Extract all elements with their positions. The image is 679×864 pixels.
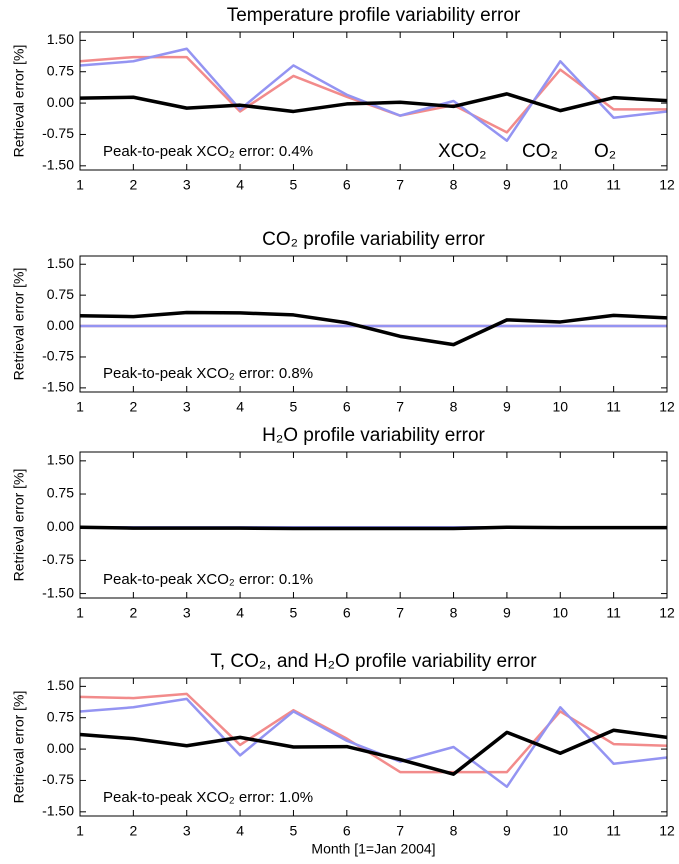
chart-title: T, CO₂, and H₂O profile variability erro… bbox=[210, 651, 537, 672]
y-tick-label: 1.50 bbox=[47, 255, 74, 271]
y-tick-label: 1.50 bbox=[47, 31, 74, 47]
y-tick-label: 0.00 bbox=[47, 740, 74, 756]
x-tick-label: 1 bbox=[76, 177, 84, 193]
y-tick-label: -0.75 bbox=[42, 771, 74, 787]
chart-title: Temperature profile variability error bbox=[227, 5, 521, 26]
x-tick-label: 12 bbox=[659, 177, 675, 193]
x-tick-label: 9 bbox=[503, 823, 511, 839]
y-axis-label: Retrieval error [%] bbox=[11, 469, 27, 582]
y-tick-label: -0.75 bbox=[42, 125, 74, 141]
x-tick-label: 2 bbox=[129, 177, 137, 193]
x-tick-label: 11 bbox=[606, 823, 621, 839]
series-line bbox=[79, 525, 667, 531]
y-axis-label: Retrieval error [%] bbox=[11, 691, 27, 804]
x-tick-label: 3 bbox=[183, 399, 191, 415]
x-tick-label: 1 bbox=[76, 605, 84, 621]
x-tick-label: 12 bbox=[659, 605, 675, 621]
y-tick-label: -0.75 bbox=[42, 551, 74, 567]
x-tick-label: 6 bbox=[343, 823, 351, 839]
y-tick-label: 0.00 bbox=[47, 317, 74, 333]
x-tick-label: 8 bbox=[450, 399, 458, 415]
x-tick-label: 4 bbox=[236, 605, 244, 621]
legend-entry: O₂ bbox=[594, 141, 616, 162]
x-tick-label: 2 bbox=[129, 605, 137, 621]
x-tick-label: 11 bbox=[606, 399, 621, 415]
x-tick-label: 5 bbox=[290, 605, 298, 621]
annotation: Peak-to-peak XCO₂ error: 0.1% bbox=[103, 571, 313, 588]
x-tick-label: 9 bbox=[503, 605, 511, 621]
x-tick-label: 2 bbox=[129, 823, 137, 839]
x-axis-label: Month [1=Jan 2004] bbox=[311, 841, 435, 857]
x-tick-label: 4 bbox=[236, 177, 244, 193]
plot-frame bbox=[79, 255, 668, 393]
x-tick-label: 1 bbox=[76, 399, 84, 415]
series-line bbox=[79, 310, 668, 347]
y-tick-label: -1.50 bbox=[42, 803, 74, 819]
x-tick-label: 7 bbox=[396, 399, 404, 415]
y-axis-label: Retrieval error [%] bbox=[11, 45, 27, 158]
annotation: Peak-to-peak XCO₂ error: 0.8% bbox=[103, 365, 313, 382]
legend-entry: XCO₂ bbox=[438, 141, 487, 162]
annotation: Peak-to-peak XCO₂ error: 0.4% bbox=[103, 143, 313, 160]
x-tick-label: 10 bbox=[552, 605, 568, 621]
plot-frame bbox=[79, 677, 668, 817]
legend-entry: CO₂ bbox=[522, 141, 558, 162]
x-tick-label: 11 bbox=[606, 177, 621, 193]
y-tick-label: -1.50 bbox=[42, 584, 74, 600]
x-tick-label: 9 bbox=[503, 177, 511, 193]
x-tick-label: 12 bbox=[659, 399, 675, 415]
x-tick-label: 10 bbox=[552, 399, 568, 415]
x-tick-label: 8 bbox=[450, 605, 458, 621]
x-tick-label: 4 bbox=[236, 399, 244, 415]
x-tick-label: 3 bbox=[183, 177, 191, 193]
x-tick-label: 7 bbox=[396, 823, 404, 839]
annotation: Peak-to-peak XCO₂ error: 1.0% bbox=[103, 789, 313, 806]
y-tick-label: 0.75 bbox=[47, 286, 74, 302]
x-tick-label: 5 bbox=[290, 399, 298, 415]
x-tick-label: 10 bbox=[552, 177, 568, 193]
series-line bbox=[79, 692, 668, 774]
series-line bbox=[79, 47, 668, 142]
x-tick-label: 8 bbox=[450, 823, 458, 839]
x-tick-label: 7 bbox=[396, 177, 404, 193]
x-tick-label: 3 bbox=[183, 605, 191, 621]
y-tick-label: -1.50 bbox=[42, 157, 74, 173]
series-line bbox=[79, 92, 668, 114]
x-tick-label: 12 bbox=[659, 823, 675, 839]
plot-frame bbox=[79, 31, 668, 171]
x-tick-label: 9 bbox=[503, 399, 511, 415]
y-tick-label: 0.75 bbox=[47, 708, 74, 724]
y-tick-label: 0.00 bbox=[47, 518, 74, 534]
x-tick-label: 8 bbox=[450, 177, 458, 193]
chart-title: H₂O profile variability error bbox=[262, 425, 485, 446]
x-tick-label: 7 bbox=[396, 605, 404, 621]
x-tick-label: 1 bbox=[76, 823, 84, 839]
y-tick-label: 1.50 bbox=[47, 677, 74, 693]
x-tick-label: 2 bbox=[129, 399, 137, 415]
x-tick-label: 6 bbox=[343, 177, 351, 193]
x-tick-label: 10 bbox=[552, 823, 568, 839]
y-tick-label: -0.75 bbox=[42, 348, 74, 364]
plot-frame bbox=[79, 451, 668, 599]
x-tick-label: 6 bbox=[343, 605, 351, 621]
chart-title: CO₂ profile variability error bbox=[262, 229, 485, 250]
y-tick-label: -1.50 bbox=[42, 379, 74, 395]
series-line bbox=[79, 697, 668, 788]
x-tick-label: 5 bbox=[290, 177, 298, 193]
x-tick-label: 5 bbox=[290, 823, 298, 839]
series-line bbox=[79, 55, 667, 134]
x-tick-label: 4 bbox=[236, 823, 244, 839]
x-tick-label: 3 bbox=[183, 823, 191, 839]
y-axis-label: Retrieval error [%] bbox=[11, 268, 27, 381]
y-tick-label: 0.75 bbox=[47, 62, 74, 78]
y-tick-label: 0.00 bbox=[47, 94, 74, 110]
series-line bbox=[79, 728, 668, 776]
x-tick-label: 11 bbox=[606, 605, 621, 621]
x-tick-label: 6 bbox=[343, 399, 351, 415]
y-tick-label: 0.75 bbox=[47, 485, 74, 501]
y-tick-label: 1.50 bbox=[47, 452, 74, 468]
